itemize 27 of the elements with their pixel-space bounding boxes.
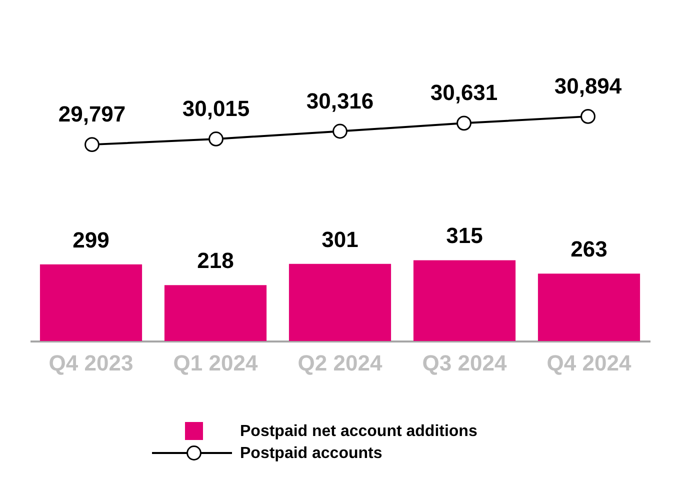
data-label: 30,631 bbox=[430, 80, 498, 106]
point bbox=[332, 124, 348, 139]
bar bbox=[40, 264, 142, 341]
x-tick-label: Q4 2023 bbox=[48, 350, 134, 376]
data-label: 30,316 bbox=[306, 88, 374, 114]
point bbox=[456, 116, 472, 131]
bar bbox=[413, 260, 516, 341]
data-label: 299 bbox=[72, 227, 110, 252]
legend-label: Postpaid net account additions bbox=[240, 423, 478, 440]
data-label: 263 bbox=[570, 236, 608, 262]
data-label: 29,797 bbox=[58, 102, 126, 127]
x-tick-label: Q3 2024 bbox=[422, 350, 508, 376]
data-label: 218 bbox=[197, 248, 234, 274]
data-label: 30,015 bbox=[182, 96, 250, 121]
legend-label: Postpaid accounts bbox=[240, 445, 382, 462]
bar bbox=[538, 274, 640, 341]
point bbox=[580, 108, 596, 124]
bar bbox=[164, 285, 267, 341]
x-tick-label: Q1 2024 bbox=[173, 350, 258, 376]
point bbox=[208, 132, 224, 146]
data-label: 30,894 bbox=[554, 73, 622, 98]
x-tick-label: Q4 2024 bbox=[546, 350, 632, 376]
data-label: 315 bbox=[446, 223, 483, 248]
data-label: 301 bbox=[322, 226, 358, 252]
bar bbox=[288, 264, 392, 341]
point bbox=[84, 137, 100, 152]
x-tick-label: Q2 2024 bbox=[298, 350, 383, 376]
